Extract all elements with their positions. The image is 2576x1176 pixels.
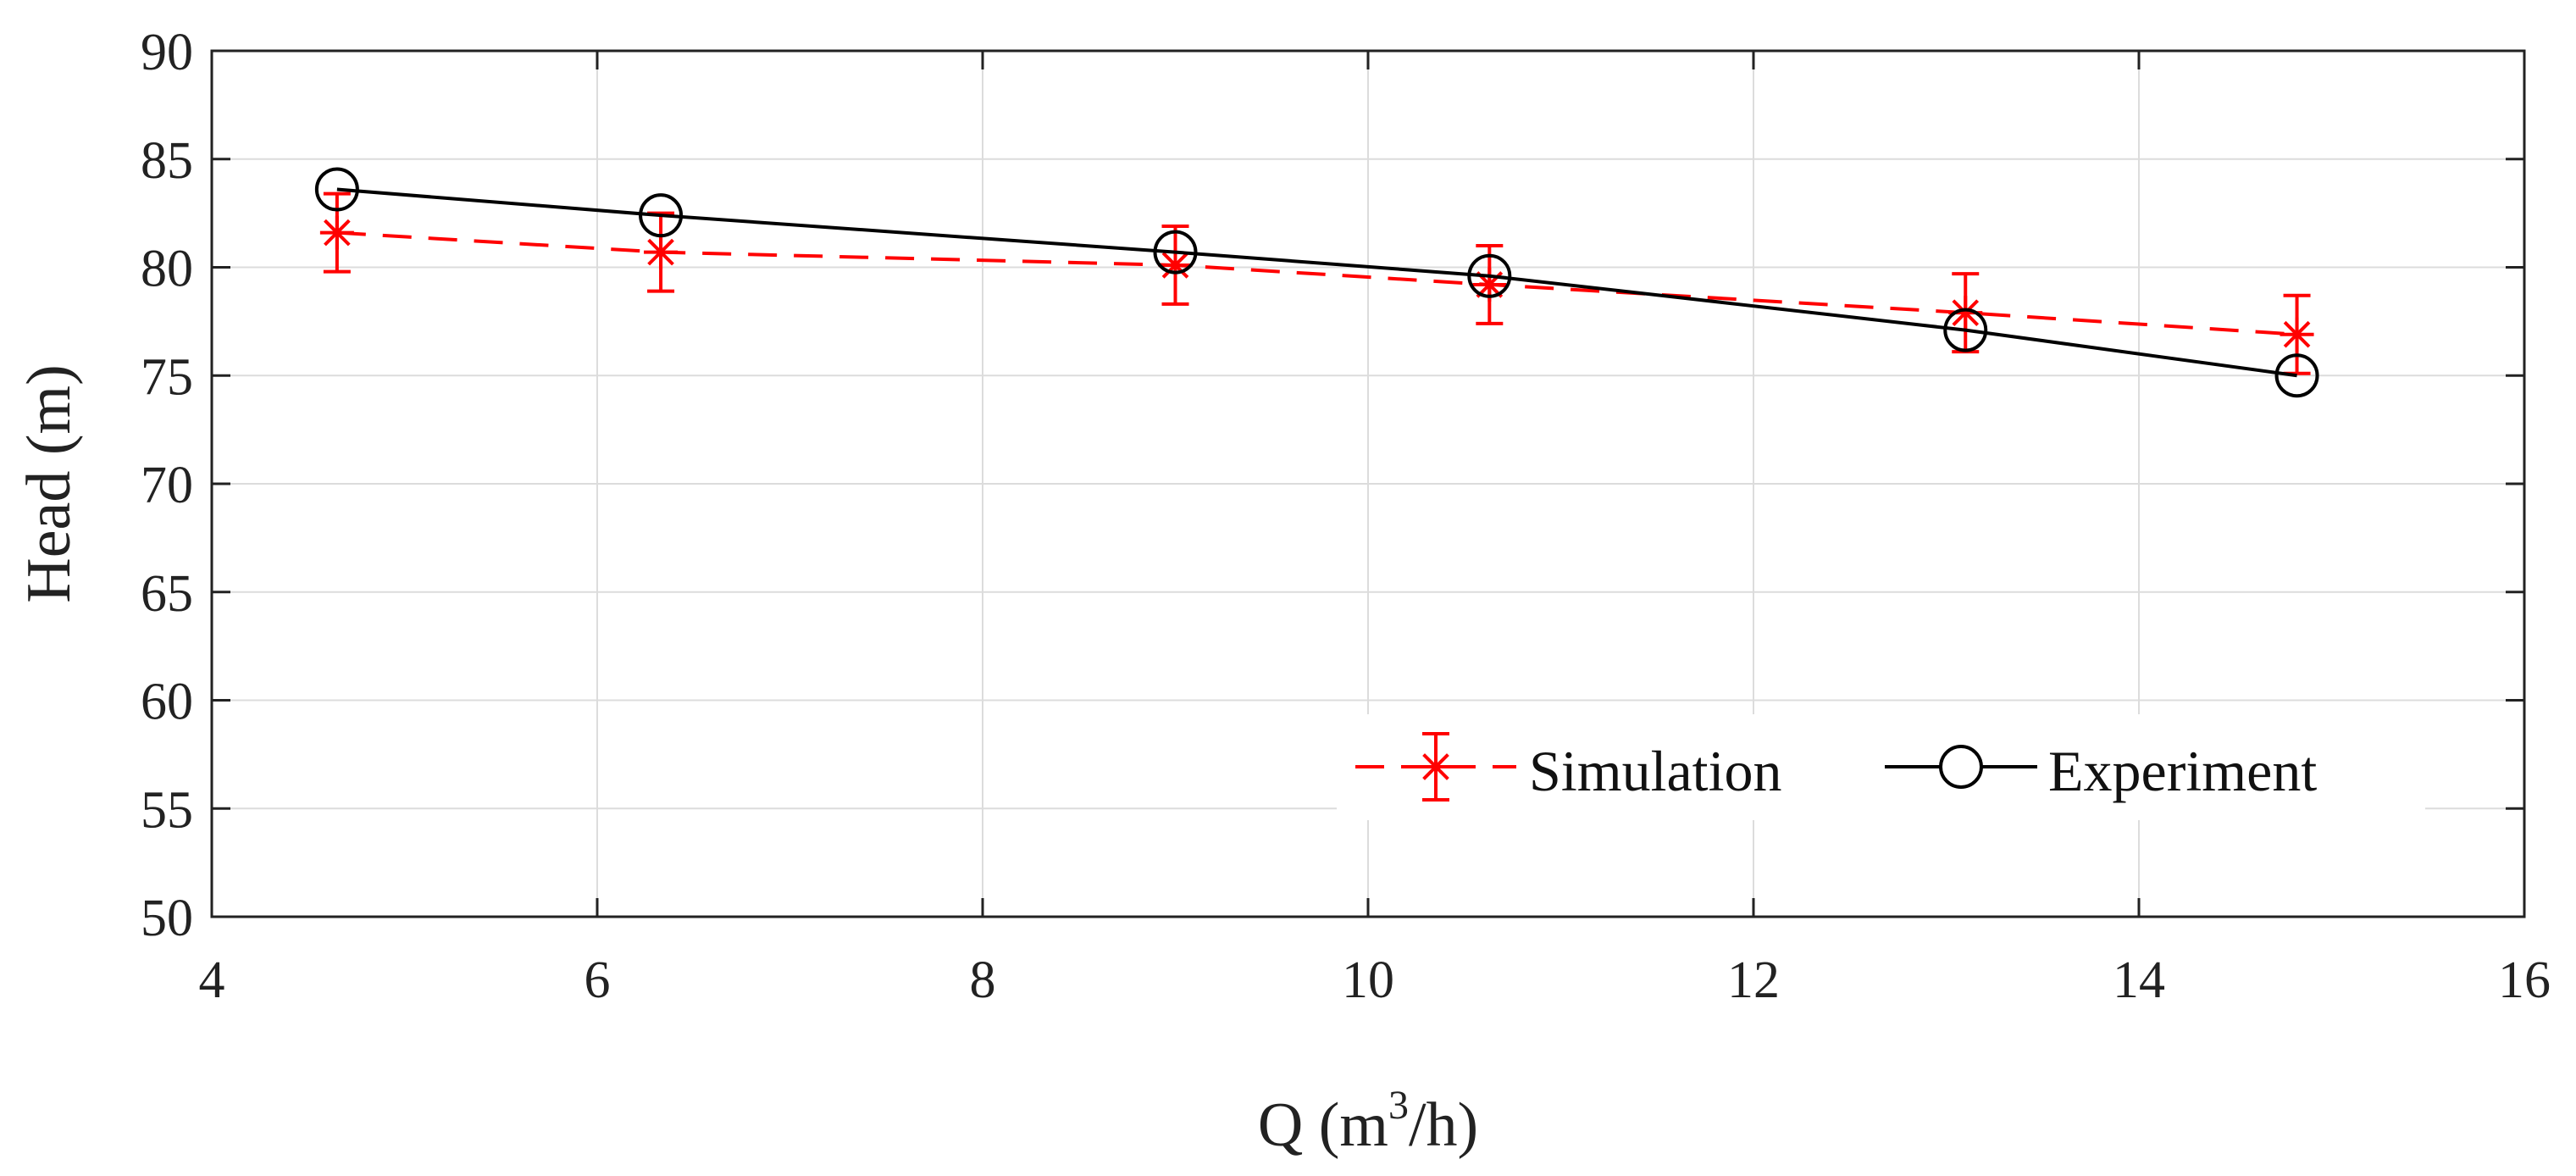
y-tick-label: 90 [141,24,193,81]
experiment-point [639,193,684,238]
asterisk-stroke [1161,252,1189,279]
legend-simulation-symbol [1355,732,1516,802]
asterisk-stroke [1422,753,1449,780]
y-tick-label: 70 [141,457,193,514]
experiment-point [1153,230,1198,275]
ticks [210,49,2526,918]
y-tick-label: 65 [141,565,193,623]
series-layer [314,167,2319,398]
legend-experiment-symbol [1885,745,2037,789]
x-tick-label: 10 [1342,951,1394,1009]
asterisk-stroke [647,238,674,266]
simulation-point [319,215,354,250]
asterisk-stroke [2283,320,2311,348]
y-tick-label: 60 [141,674,193,731]
legend-experiment-marker [1939,745,1983,789]
x-tick-label: 6 [584,951,611,1009]
legend-box [1337,714,2425,820]
legend: Simulation Experiment [1337,714,2425,820]
simulation-point [2280,317,2314,352]
x-axis-label-prefix: Q (m [1258,1090,1388,1160]
simulation-point [644,235,679,269]
y-tick-label: 55 [141,781,193,839]
y-tick-label: 50 [141,890,193,947]
x-tick-label: 4 [199,951,225,1009]
x-tick-label: 8 [970,951,996,1009]
x-tick-label: 12 [1727,951,1780,1009]
asterisk-stroke [324,219,351,247]
experiment-line [336,187,2297,378]
tick-labels: 4 6 8 10 12 14 16 50 55 60 65 70 75 80 85 90 [141,24,2551,1009]
experiment-point [1467,253,1512,298]
legend-simulation-marker [1419,750,1453,784]
legend-experiment-label: Experiment [2048,739,2317,803]
experiment-point [2274,353,2319,398]
x-axis-label: Q (m3/h) [1258,1083,1478,1160]
experiment-point [1943,308,1988,352]
y-tick-label: 75 [141,348,193,406]
experiment-point [314,167,359,212]
x-tick-label: 16 [2498,951,2551,1009]
y-tick-label: 85 [141,132,193,190]
legend-simulation-label: Simulation [1529,739,1781,803]
y-axis-label: Head (m) [14,364,84,602]
x-axis-label-suffix: /h) [1409,1090,1478,1160]
asterisk-stroke [1952,299,1980,326]
y-tick-label: 80 [141,241,193,298]
x-tick-label: 14 [2113,951,2165,1009]
x-axis-label-sup: 3 [1388,1083,1409,1128]
